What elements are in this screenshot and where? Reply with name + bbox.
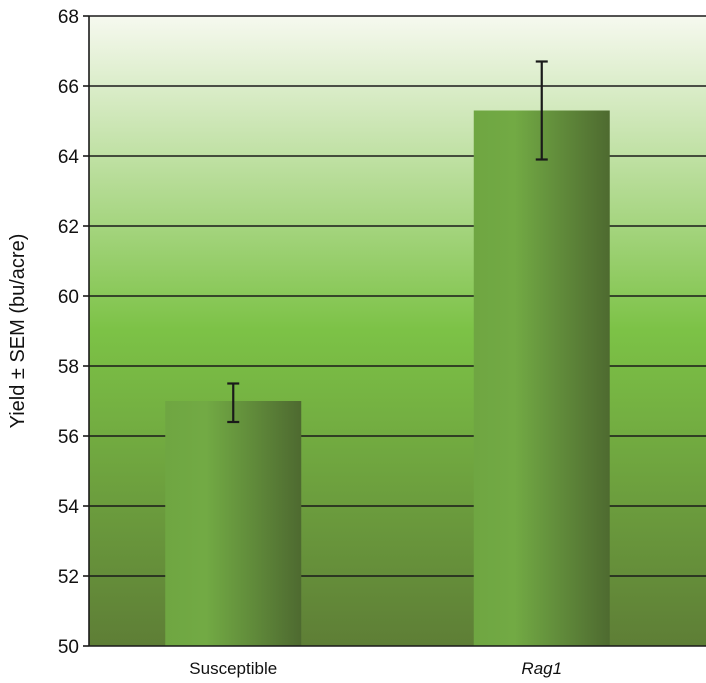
y-tick-label: 68 (58, 7, 79, 28)
bar-rag1 (473, 110, 610, 646)
x-category-label: Rag1 (521, 659, 562, 678)
y-tick-label: 54 (58, 497, 80, 518)
bar-susceptible (165, 401, 302, 646)
error-bar-susceptible (227, 382, 240, 424)
y-axis-title: Yield ± SEM (bu/acre) (7, 234, 29, 429)
y-tick-label: 60 (58, 287, 79, 308)
error-bar-rag1 (535, 60, 548, 161)
y-tick-label: 64 (58, 147, 80, 168)
y-tick-label: 66 (58, 77, 79, 98)
axis-labels: 50 52 54 56 58 60 62 64 66 68 Susceptible Rag1 Yield… (7, 7, 562, 678)
y-tick-label: 52 (58, 567, 79, 588)
y-tick-label: 62 (58, 217, 79, 238)
y-tick-label: 56 (58, 427, 79, 448)
x-category-label: Susceptible (189, 659, 277, 678)
error-bars (227, 60, 548, 424)
bars (165, 110, 610, 646)
y-tick-label: 58 (58, 357, 79, 378)
axes (88, 16, 706, 647)
y-tick-label: 50 (58, 637, 79, 658)
